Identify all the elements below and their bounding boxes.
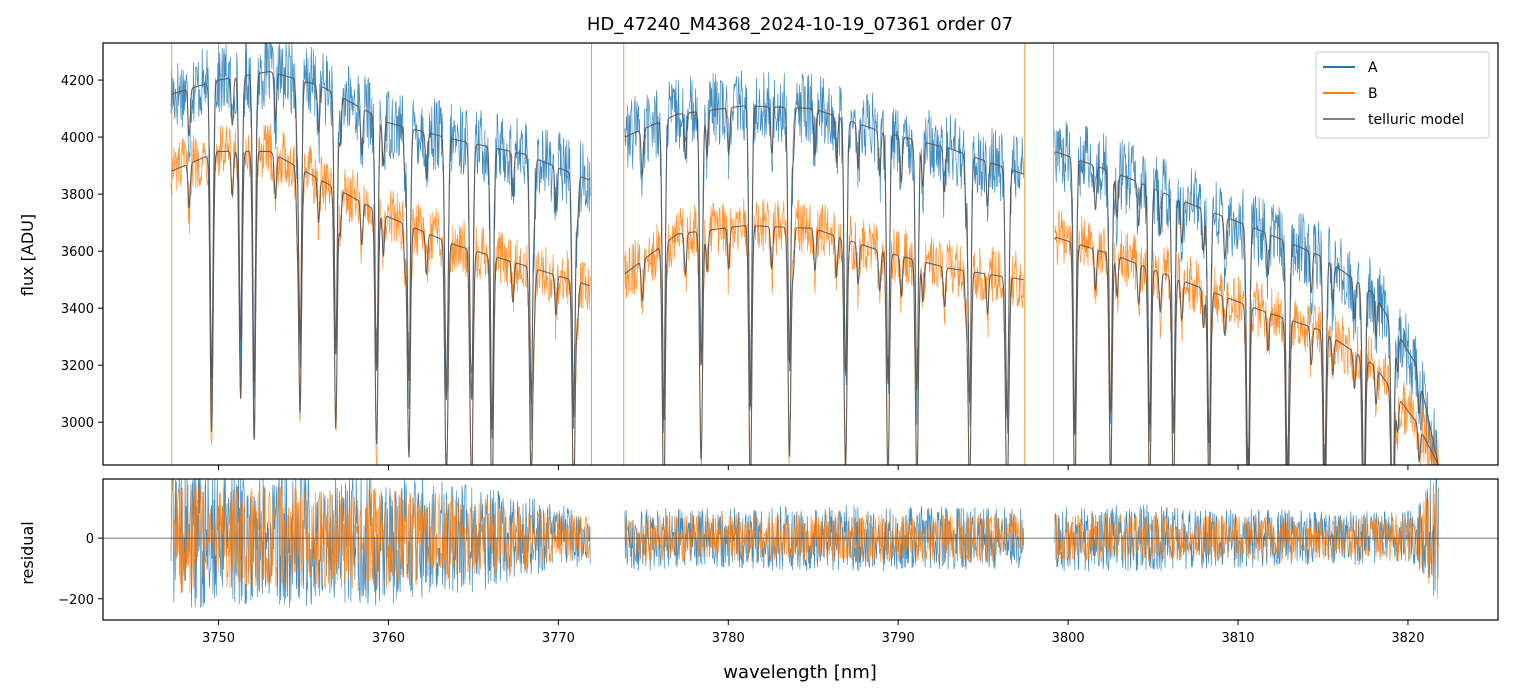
x-axis-label: wavelength [nm]	[723, 662, 877, 683]
residual-x-ticks: 3750 3760 3770 3780 3790 3800 3810 3820	[202, 620, 1424, 646]
y-tick-label: 3000	[61, 416, 94, 431]
legend-label-b: B	[1368, 86, 1378, 102]
residual-y-ticks: −200 0	[58, 532, 103, 608]
y-tick-label: −200	[58, 593, 94, 608]
top-ylabel: flux [ADU]	[18, 214, 37, 296]
y-tick-label: 3400	[61, 302, 94, 317]
x-tick-label: 3820	[1391, 631, 1424, 646]
flux-x-ticks	[218, 465, 1409, 470]
legend: A B telluric model	[1315, 51, 1490, 139]
telluric-model-line-b	[170, 150, 1439, 465]
legend-label-a: A	[1368, 60, 1378, 76]
x-tick-label: 3800	[1052, 631, 1085, 646]
bottom-ylabel: residual	[18, 521, 37, 584]
y-tick-label: 0	[86, 532, 94, 547]
telluric-model-line-a	[170, 70, 1439, 465]
y-tick-label: 3200	[61, 359, 94, 374]
y-tick-label: 4200	[61, 74, 94, 89]
y-tick-label: 3600	[61, 245, 94, 260]
flux-plot-frame	[102, 42, 1499, 466]
residual-plot-frame	[102, 478, 1499, 621]
x-tick-label: 3750	[202, 631, 235, 646]
flux-plot-area	[170, 43, 1439, 465]
x-tick-label: 3770	[542, 631, 575, 646]
residual-plot-area	[103, 479, 1498, 608]
y-tick-label: 3800	[61, 188, 94, 203]
y-tick-label: 4000	[61, 131, 94, 146]
x-tick-label: 3810	[1221, 631, 1254, 646]
flux-y-ticks: 3000 3200 3400 3600 3800 4000 4200	[61, 74, 103, 431]
x-tick-label: 3760	[372, 631, 405, 646]
x-tick-label: 3790	[882, 631, 915, 646]
chart-title: HD_47240_M4368_2024-10-19_07361 order 07	[587, 14, 1013, 35]
x-tick-label: 3780	[712, 631, 745, 646]
legend-label-telluric: telluric model	[1368, 112, 1464, 128]
residual-b-line	[170, 480, 1439, 599]
